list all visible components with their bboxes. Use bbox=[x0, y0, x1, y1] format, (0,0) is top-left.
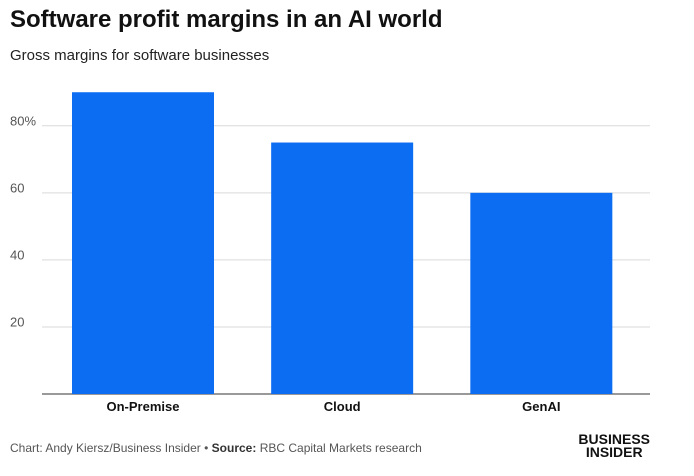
source-label: Source: bbox=[211, 441, 257, 455]
chart-subtitle: Gross margins for software businesses bbox=[10, 47, 270, 64]
business-insider-logo: BUSINESS INSIDER bbox=[578, 431, 650, 460]
y-tick-label: 20 bbox=[10, 314, 24, 329]
bar-genai bbox=[470, 192, 613, 394]
y-tick-label: 80% bbox=[10, 113, 36, 128]
logo-line-2: INSIDER bbox=[585, 444, 643, 460]
x-tick-label: GenAI bbox=[522, 399, 560, 414]
chart-credit-label: Chart: bbox=[10, 441, 43, 455]
bar-on-premise bbox=[72, 92, 214, 394]
chart-author: Andy Kiersz/Business Insider bbox=[45, 441, 201, 455]
chart-title: Software profit margins in an AI world bbox=[10, 6, 443, 33]
bar-cloud bbox=[271, 142, 414, 394]
y-tick-label: 60 bbox=[10, 180, 24, 195]
x-tick-label: On-Premise bbox=[107, 399, 180, 414]
source-text: RBC Capital Markets research bbox=[259, 441, 422, 455]
footer-bullet: • bbox=[204, 441, 209, 455]
x-tick-label: Cloud bbox=[324, 399, 361, 414]
logo-line-1: BUSINESS bbox=[578, 431, 650, 447]
chart-footer: Chart: Andy Kiersz/Business Insider • So… bbox=[10, 441, 422, 455]
y-tick-label: 40 bbox=[10, 247, 24, 262]
